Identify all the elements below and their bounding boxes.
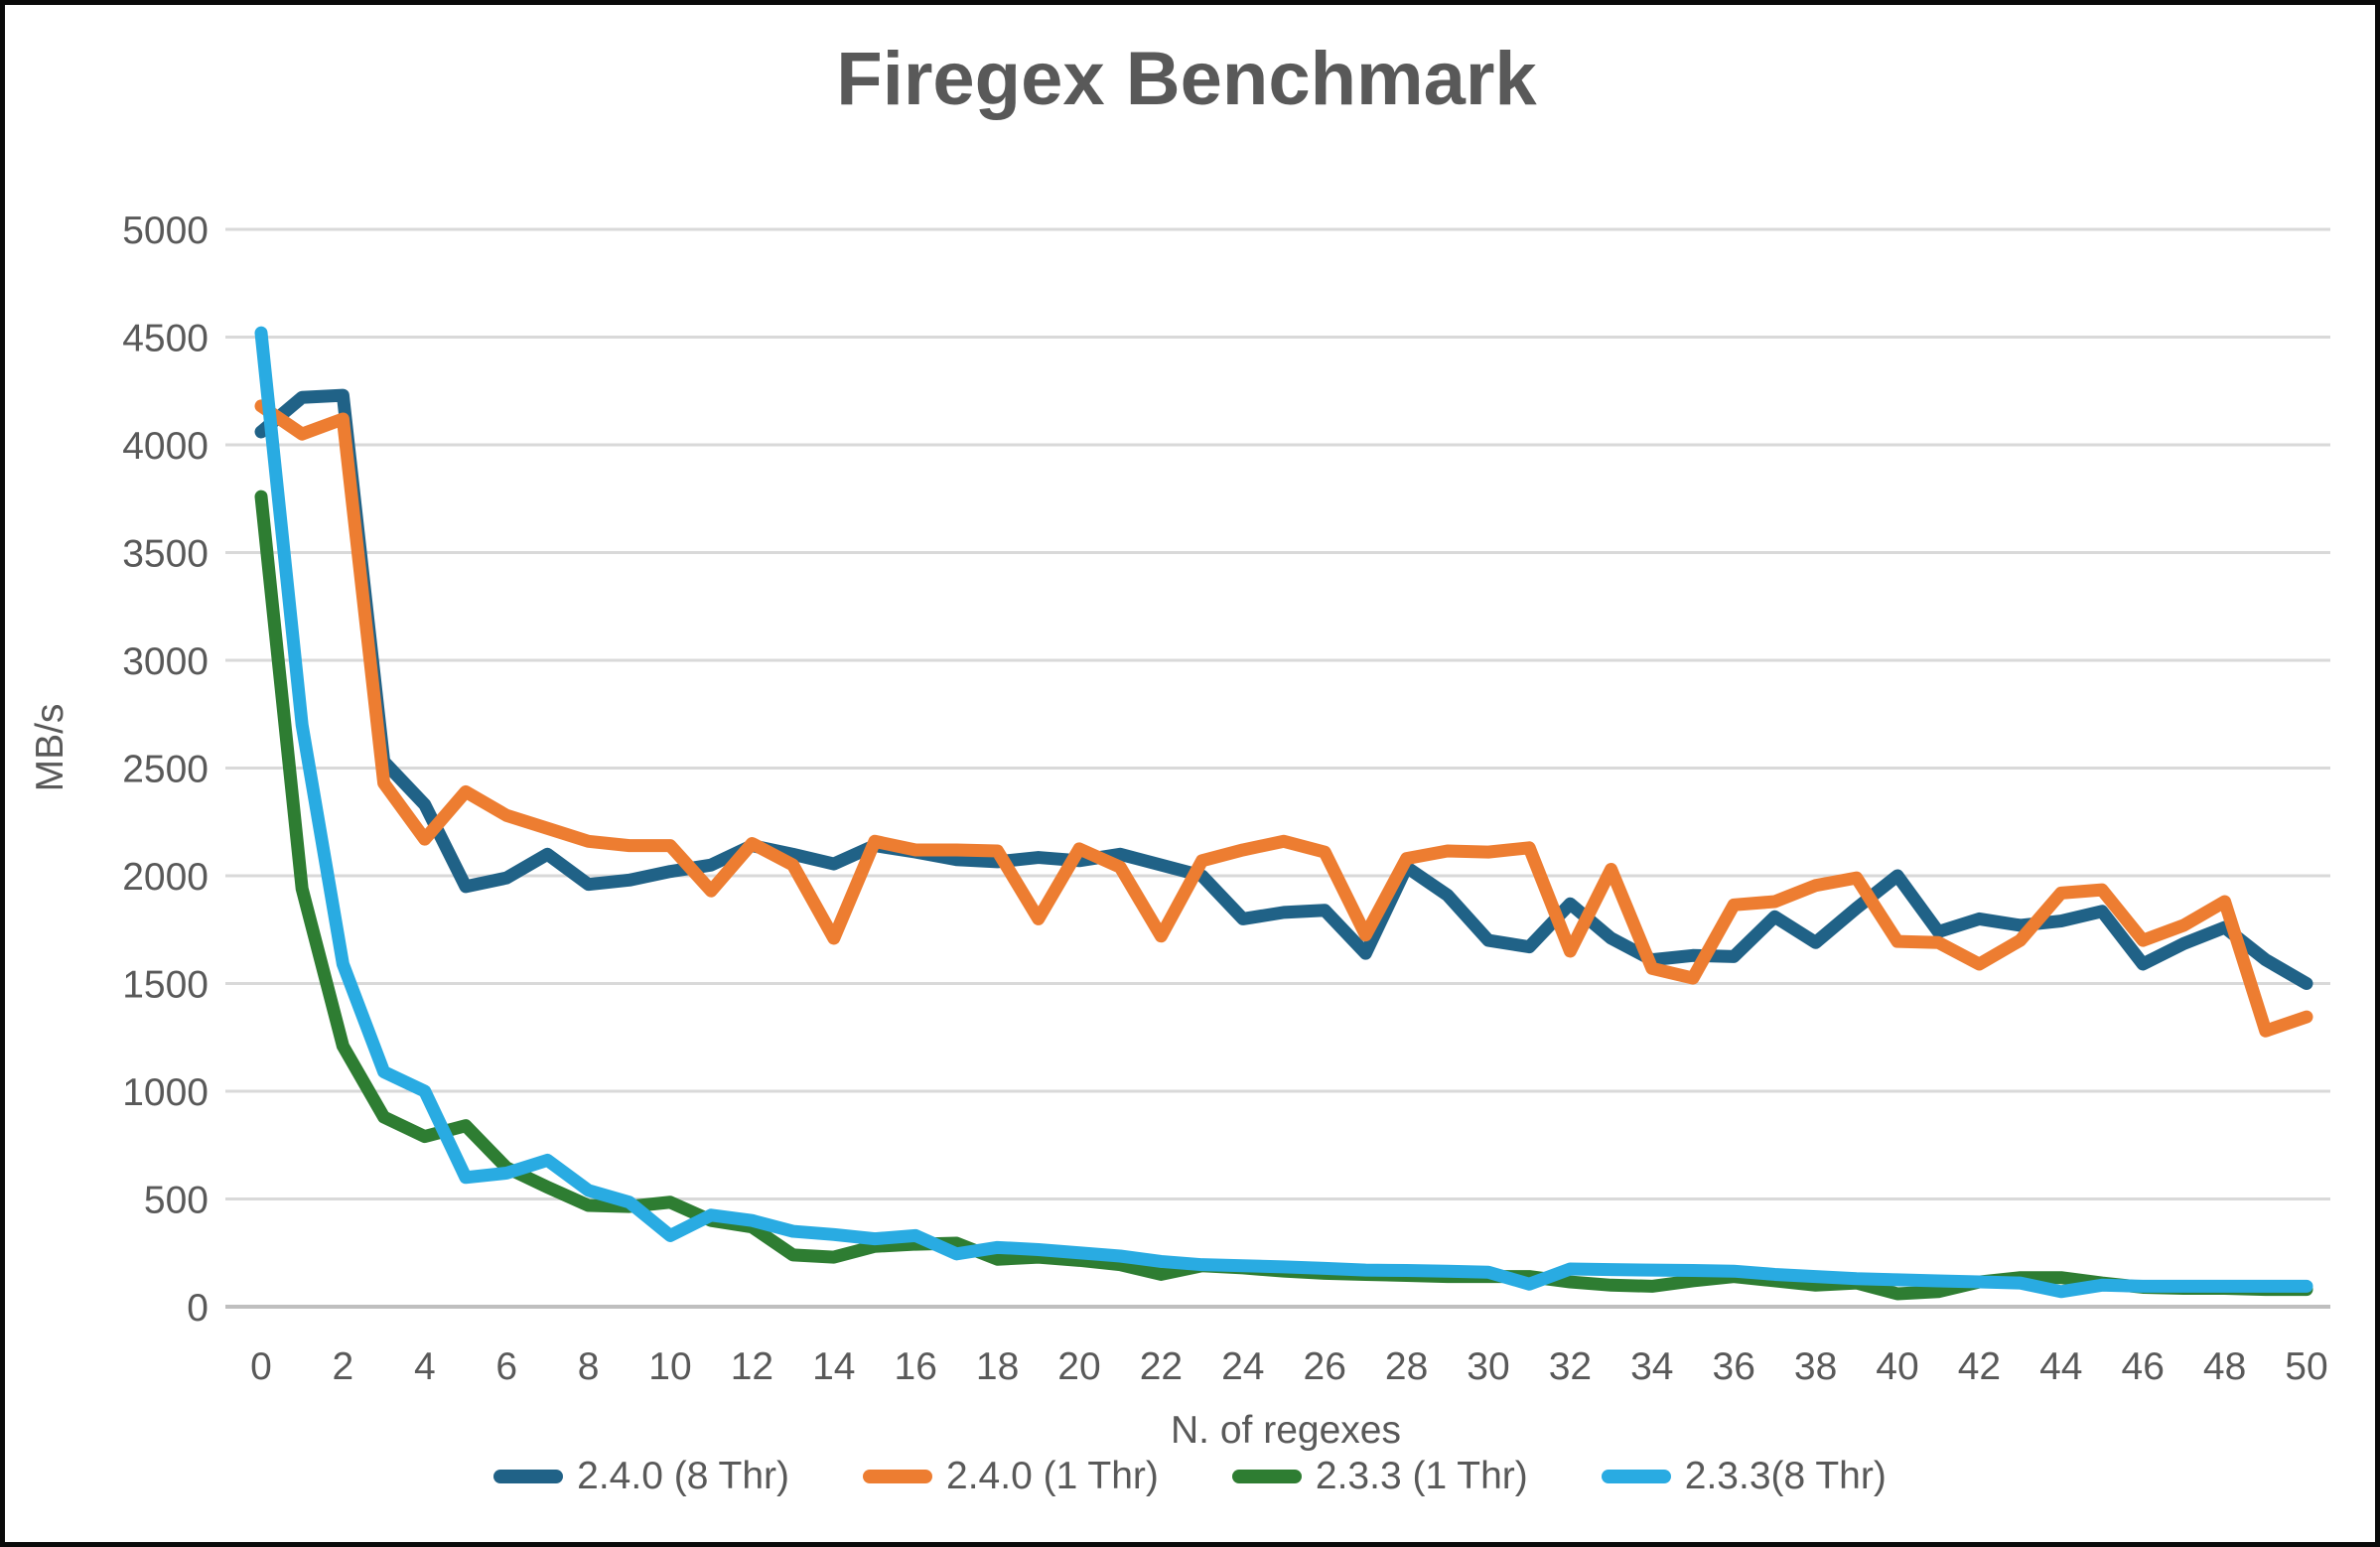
legend-swatch-240-8thr-icon: [493, 1470, 564, 1483]
x-tick-44: 44: [2039, 1345, 2082, 1388]
series-line-2-3-3-8-thr-: [254, 326, 2313, 1299]
x-tick-42: 42: [1958, 1345, 2001, 1388]
x-tick-28: 28: [1385, 1345, 1428, 1388]
x-tick-40: 40: [1876, 1345, 1918, 1388]
x-tick-30: 30: [1467, 1345, 1509, 1388]
y-tick-500: 500: [144, 1180, 209, 1222]
page-title: Firegex Benchmark: [836, 37, 1537, 121]
series-line-2-4-0-1-thr-: [254, 399, 2313, 1038]
y-tick-2000: 2000: [122, 856, 209, 899]
legend-swatch-233-8thr-icon: [1601, 1470, 1671, 1483]
y-tick-1500: 1500: [122, 964, 209, 1007]
x-tick-2: 2: [333, 1345, 354, 1388]
legend-swatch-240-1thr-icon: [863, 1470, 933, 1483]
y-tick-3500: 3500: [122, 533, 209, 576]
y-tick-5000: 5000: [122, 210, 209, 252]
y-tick-4500: 4500: [122, 318, 209, 360]
legend-item-240-1thr: 2.4.0 (1 Thr): [863, 1455, 1159, 1498]
legend-label-233-8thr: 2.3.3(8 Thr): [1684, 1455, 1887, 1497]
chart-svg: 0500100015002000250030003500400045005000…: [29, 37, 2330, 1452]
x-tick-6: 6: [495, 1345, 517, 1388]
x-tick-32: 32: [1549, 1345, 1592, 1388]
x-tick-38: 38: [1794, 1345, 1837, 1388]
x-axis-label: N. of regexes: [1171, 1409, 1401, 1452]
legend-item-240-8thr: 2.4.0 (8 Thr): [493, 1455, 789, 1498]
x-tick-4: 4: [414, 1345, 436, 1388]
x-tick-14: 14: [812, 1345, 855, 1388]
legend-swatch-233-1thr-icon: [1231, 1470, 1302, 1483]
x-tick-46: 46: [2122, 1345, 2165, 1388]
y-tick-labels: 0 500 1000 1500 2000 2500 3000 3500 4000 4500 5000: [122, 210, 209, 1330]
x-tick-36: 36: [1713, 1345, 1755, 1388]
y-tick-3000: 3000: [122, 640, 209, 683]
series-lines: [254, 326, 2313, 1301]
y-tick-2500: 2500: [122, 749, 209, 791]
legend: 2.4.0 (8 Thr) 2.4.0 (1 Thr) 2.3.3 (1 Thr…: [5, 1455, 2375, 1498]
x-tick-0: 0: [250, 1345, 272, 1388]
x-tick-16: 16: [895, 1345, 937, 1388]
gridlines: [225, 227, 2330, 1309]
y-tick-0: 0: [187, 1287, 209, 1330]
legend-item-233-1thr: 2.3.3 (1 Thr): [1231, 1455, 1528, 1498]
legend-item-233-8thr: 2.3.3(8 Thr): [1601, 1455, 1887, 1498]
legend-label-240-1thr: 2.4.0 (1 Thr): [946, 1455, 1159, 1497]
legend-label-233-1thr: 2.3.3 (1 Thr): [1315, 1455, 1528, 1497]
x-tick-10: 10: [648, 1345, 691, 1388]
y-axis-label: MB/s: [29, 704, 71, 792]
x-tick-20: 20: [1057, 1345, 1100, 1388]
x-tick-18: 18: [976, 1345, 1019, 1388]
legend-label-240-8thr: 2.4.0 (8 Thr): [577, 1455, 790, 1497]
x-tick-26: 26: [1304, 1345, 1346, 1388]
x-tick-50: 50: [2285, 1345, 2327, 1388]
x-tick-labels: 0 2 4 6 8 10 12 14 16 18 20 22 24 26 28 30 32 34 36 38 40 42 4…: [250, 1345, 2328, 1388]
x-tick-22: 22: [1140, 1345, 1183, 1388]
x-tick-34: 34: [1630, 1345, 1673, 1388]
x-tick-12: 12: [731, 1345, 773, 1388]
y-tick-4000: 4000: [122, 425, 209, 468]
x-tick-8: 8: [578, 1345, 600, 1388]
y-tick-1000: 1000: [122, 1071, 209, 1114]
series-line-2-4-0-8-thr-: [254, 388, 2313, 990]
x-tick-24: 24: [1221, 1345, 1264, 1388]
x-tick-48: 48: [2203, 1345, 2246, 1388]
